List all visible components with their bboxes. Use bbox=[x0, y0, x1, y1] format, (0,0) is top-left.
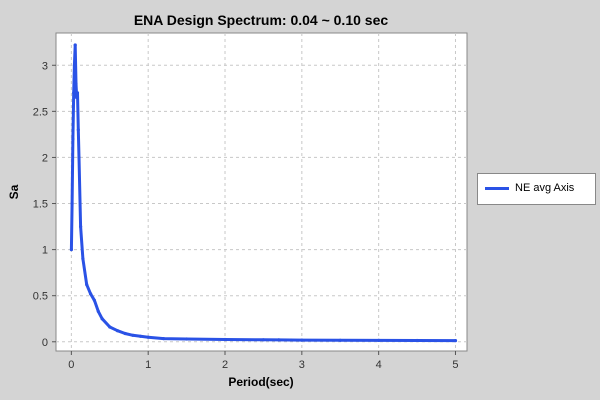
data-point bbox=[92, 298, 96, 302]
data-point bbox=[69, 248, 73, 252]
y-tick-label: 0 bbox=[42, 337, 48, 349]
data-point bbox=[338, 338, 342, 342]
data-point bbox=[79, 225, 83, 229]
data-point bbox=[85, 283, 89, 287]
data-point bbox=[75, 95, 79, 100]
data-point bbox=[377, 338, 381, 342]
legend: NE avg Axis bbox=[477, 173, 596, 205]
data-point bbox=[162, 337, 166, 341]
data-point bbox=[115, 329, 120, 333]
legend-label: NE avg Axis bbox=[515, 182, 575, 194]
data-point bbox=[138, 334, 143, 338]
grid-lines bbox=[56, 33, 467, 351]
data-point bbox=[72, 63, 76, 67]
data-point bbox=[223, 337, 227, 342]
data-point bbox=[81, 257, 85, 261]
data-point bbox=[74, 82, 78, 86]
legend-swatch bbox=[485, 187, 509, 190]
y-tick-label: 2.5 bbox=[33, 106, 48, 118]
x-tick-label: 1 bbox=[145, 359, 151, 371]
data-point bbox=[70, 201, 74, 206]
data-point bbox=[277, 338, 281, 342]
data-point bbox=[77, 155, 81, 159]
data-point bbox=[73, 43, 77, 47]
data-point bbox=[300, 338, 304, 342]
data-point bbox=[131, 333, 135, 337]
x-tick-label: 0 bbox=[68, 359, 74, 371]
data-point bbox=[261, 338, 265, 342]
plot-area bbox=[55, 32, 468, 352]
series-layer bbox=[69, 43, 458, 343]
y-axis-label: Sa bbox=[7, 184, 21, 199]
y-tick-label: 2 bbox=[42, 152, 48, 164]
data-point bbox=[75, 91, 80, 95]
data-point bbox=[100, 317, 104, 321]
data-point bbox=[71, 137, 75, 141]
data-point bbox=[185, 337, 189, 341]
x-tick-label: 3 bbox=[299, 359, 305, 371]
y-tick-label: 1.5 bbox=[33, 199, 48, 211]
data-point bbox=[123, 331, 127, 336]
data-point bbox=[72, 91, 76, 95]
data-point bbox=[453, 339, 458, 343]
x-axis-label: Period(sec) bbox=[228, 375, 293, 389]
x-tick-label: 2 bbox=[222, 359, 228, 371]
y-tick-label: 1 bbox=[42, 245, 48, 257]
data-point bbox=[89, 292, 93, 296]
data-point bbox=[415, 338, 419, 343]
x-tick-label: 4 bbox=[376, 359, 382, 371]
y-tick-label: 0.5 bbox=[33, 291, 48, 303]
y-tick-label: 3 bbox=[42, 60, 48, 72]
axis-ticks: 0 1 2 3 4 5 0 0.5 1 1.5 2 2.5 3 bbox=[33, 60, 459, 371]
chart-title: ENA Design Spectrum: 0.04 ~ 0.10 sec bbox=[134, 12, 389, 28]
data-point bbox=[76, 128, 80, 132]
data-point bbox=[108, 325, 112, 329]
x-tick-label: 5 bbox=[452, 359, 458, 371]
data-point bbox=[96, 309, 100, 313]
data-point bbox=[146, 335, 150, 339]
